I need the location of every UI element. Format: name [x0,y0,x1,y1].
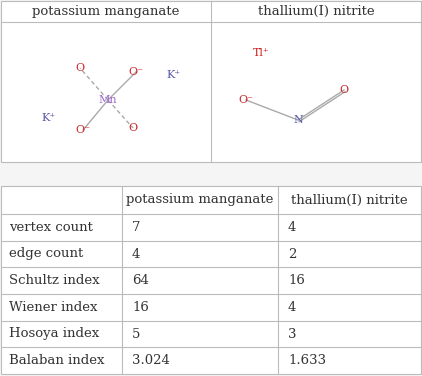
Text: N: N [293,115,303,125]
Bar [1,186,421,374]
Text: O: O [339,85,349,95]
Text: 16: 16 [288,274,305,287]
Text: Balaban index: Balaban index [9,354,105,367]
Text: Tl⁺: Tl⁺ [253,48,269,58]
Text: 16: 16 [132,301,149,314]
Text: Hosoya index: Hosoya index [9,327,99,341]
Text: K⁺: K⁺ [41,113,55,123]
Text: thallium(I) nitrite: thallium(I) nitrite [258,5,375,18]
Text: 5: 5 [132,327,141,341]
Text: 4: 4 [132,247,141,261]
Text: Schultz index: Schultz index [9,274,100,287]
Text: vertex count: vertex count [9,221,93,234]
Text: 3: 3 [288,327,297,341]
Text: 7: 7 [132,221,141,234]
Text: Mn: Mn [99,95,117,105]
Text: 4: 4 [288,301,296,314]
Text: 2: 2 [288,247,296,261]
Text: 1.633: 1.633 [288,354,326,367]
Text: O: O [128,123,138,133]
Text: potassium manganate: potassium manganate [32,5,179,18]
Text: O: O [76,63,84,73]
Text: edge count: edge count [9,247,83,261]
Text: O⁻: O⁻ [76,125,90,135]
Text: K⁺: K⁺ [166,70,180,80]
Text: thallium(I) nitrite: thallium(I) nitrite [291,194,408,206]
Text: O⁻: O⁻ [129,67,143,77]
Text: potassium manganate: potassium manganate [126,194,274,206]
Text: 3.024: 3.024 [132,354,170,367]
Text: 64: 64 [132,274,149,287]
Text: Wiener index: Wiener index [9,301,97,314]
Text: 4: 4 [288,221,296,234]
Text: O⁻: O⁻ [238,95,254,105]
Bar [1,1,421,162]
